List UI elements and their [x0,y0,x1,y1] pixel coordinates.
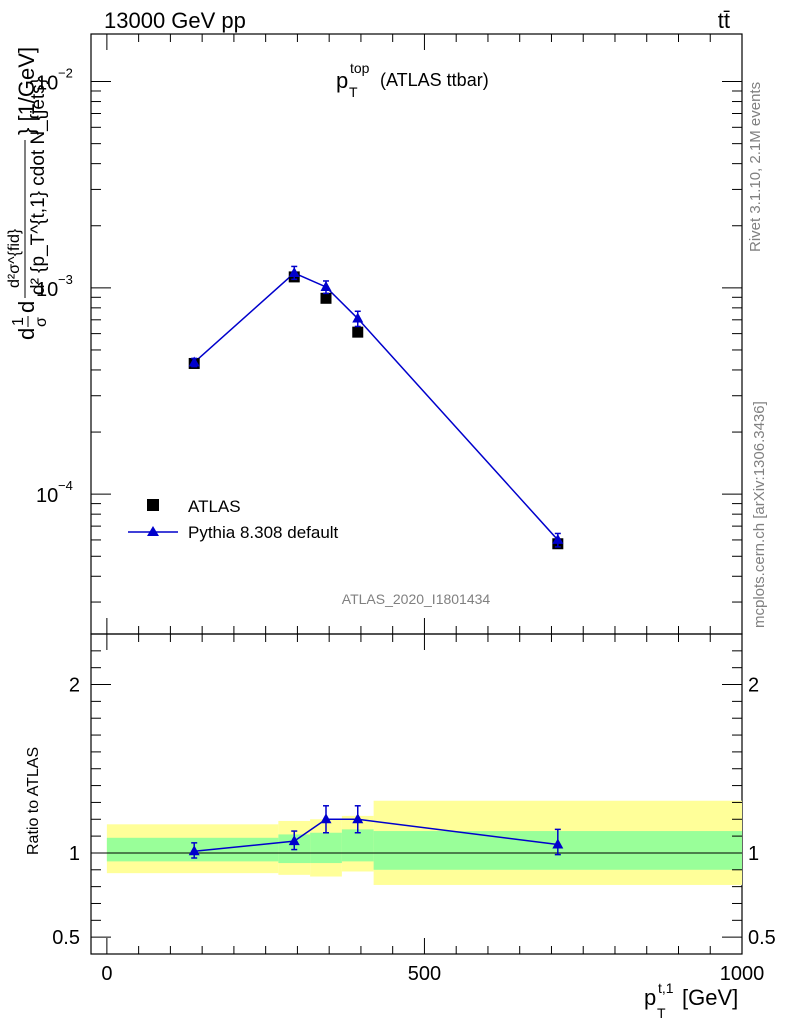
legend-atlas-label: ATLAS [188,497,241,516]
mc-point [320,280,332,291]
ylabel-unit: } [1/GeV] [14,47,39,135]
ylabel-den: d² {p_T^{t,1} cdot N_{jets} [28,78,49,295]
y-tick-label-main: 10 −3 [36,272,73,301]
x-axis-label: p t,1 T [GeV] [644,980,738,1021]
y-tick-label-main: 10 −2 [36,66,73,95]
y-tick-label-ratio-right: 2 [748,675,759,697]
mc-point [552,533,564,544]
x-tick-label: 1000 [720,963,765,985]
legend-atlas-marker [147,499,159,511]
ratio-point [188,845,200,856]
y-tick-label-ratio-right: 0.5 [748,927,776,949]
xlabel-unit: [GeV] [682,985,738,1010]
ratio-uncertainty-bands [106,800,742,885]
ratio-point [320,813,332,824]
ratio-y-axis-label: Ratio to ATLAS [25,747,42,855]
y-tick-mantissa: 10 [36,73,58,95]
plot-title: p top T (ATLAS ttbar) [336,60,489,100]
ratio-band-inner [341,829,374,862]
ratio-point [552,838,564,849]
ylabel-d: d [14,328,39,340]
y-tick-label-ratio: 1 [69,843,80,865]
analysis-watermark: ATLAS_2020_I1801434 [342,591,491,607]
x-tick-label: 500 [408,963,441,985]
mcplots-reference: mcplots.cern.ch [arXiv:1306.3436] [751,401,768,628]
y-tick-mantissa: 10 [36,279,58,301]
ratio-series-marks [188,805,564,859]
ylabel-frac-num: 1 [10,317,27,326]
legend: ATLAS Pythia 8.308 default [128,497,339,542]
main-y-axis-label: d 1 σ d d²σ^{fid} d² {p_T^{t,1} cdot N_{… [6,47,50,340]
y-tick-label-main: 10 −4 [36,478,73,507]
atlas-point [320,292,332,304]
mc-line [193,272,559,541]
main-axis-ticks: 10−210−310−4 [36,34,743,634]
mc-point [352,312,364,323]
mc-point [188,356,200,367]
xlabel-sup: t,1 [658,980,674,996]
header-process: tt̄ [718,8,730,33]
ratio-plot-frame [90,633,743,955]
title-sup: top [350,60,370,76]
ratio-band-inner [310,832,342,864]
ratio-point [352,813,364,824]
xlabel-sub: T [657,1005,666,1021]
y-tick-label-ratio-right: 1 [748,843,759,865]
xlabel-base: p [644,985,656,1010]
ratio-point [288,835,300,846]
y-tick-label-ratio: 2 [69,675,80,697]
header-energy: 13000 GeV pp [104,8,246,33]
rivet-version: Rivet 3.1.10, 2.1M events [747,82,764,252]
title-rest: (ATLAS ttbar) [380,70,489,90]
y-tick-label-ratio: 0.5 [52,927,80,949]
ylabel-num: d²σ^{fid} [6,228,23,288]
legend-mc-label: Pythia 8.308 default [188,523,339,542]
y-tick-exponent: −2 [58,66,73,81]
y-tick-mantissa: 10 [36,485,58,507]
main-plot-frame [90,33,743,635]
legend-mc-marker [147,526,159,536]
atlas-point [352,326,364,338]
title-p: p [336,68,348,93]
y-tick-exponent: −3 [58,272,73,287]
ylabel-d2: d [14,301,39,313]
title-sub: T [349,84,358,100]
y-tick-exponent: −4 [58,478,73,493]
x-tick-label: 0 [101,963,112,985]
ratio-axis-ticks: 0 500 1000 0.5 0.5 1 1 2 2 [52,634,776,985]
mc-point [288,267,300,278]
ylabel-frac-den: σ [33,317,50,327]
main-series-marks [188,265,564,550]
